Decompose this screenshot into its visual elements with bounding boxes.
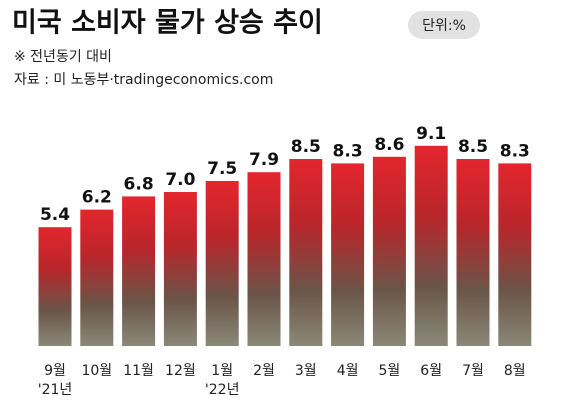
bar — [372, 156, 406, 346]
x-tick-label: 11월 — [123, 363, 154, 379]
value-label: 8.5 — [458, 137, 488, 157]
bar — [247, 172, 281, 346]
value-label: 8.3 — [500, 141, 530, 161]
value-label: 9.1 — [416, 124, 446, 144]
value-label: 6.8 — [124, 174, 154, 194]
chart-title: 미국 소비자 물가 상승 추이 — [12, 8, 323, 39]
value-label: 8.6 — [374, 135, 404, 155]
bar — [289, 159, 323, 346]
value-label: 8.5 — [291, 137, 321, 157]
source: 자료 : 미 노동부·tradingeconomics.com — [14, 72, 273, 88]
x-tick-label: 6월 — [420, 363, 443, 379]
bar — [122, 196, 156, 346]
subtitle: ※ 전년동기 대비 — [14, 49, 112, 65]
value-label: 8.3 — [333, 141, 363, 161]
value-label: 7.5 — [207, 159, 237, 179]
x-tick-label: 12월 — [165, 363, 196, 379]
value-label: 5.4 — [40, 205, 70, 225]
x-tick-label: 3월 — [294, 363, 317, 379]
x-tick-label: 1월 '22년 — [204, 363, 240, 398]
value-label: 6.2 — [82, 188, 112, 208]
x-tick-label: 2월 — [253, 363, 275, 379]
unit-note: 단위:% — [422, 18, 466, 34]
x-tick-label: 10월 — [81, 363, 113, 379]
unit-badge — [408, 11, 480, 39]
bar — [414, 145, 448, 346]
bar — [498, 163, 532, 346]
x-tick-label: 4월 — [336, 363, 359, 379]
bar — [331, 163, 365, 346]
bar — [456, 159, 490, 346]
x-tick-label: 8월 — [503, 363, 526, 379]
value-label: 7.9 — [249, 150, 279, 170]
bar — [205, 181, 239, 346]
x-tick-label: 9월 '21년 — [37, 363, 73, 398]
value-label: 7.0 — [165, 170, 195, 190]
x-tick-label: 5월 — [378, 363, 401, 379]
bar — [38, 227, 72, 346]
bar — [163, 192, 197, 346]
x-tick-label: 7월 — [462, 363, 484, 379]
bar — [80, 209, 114, 346]
